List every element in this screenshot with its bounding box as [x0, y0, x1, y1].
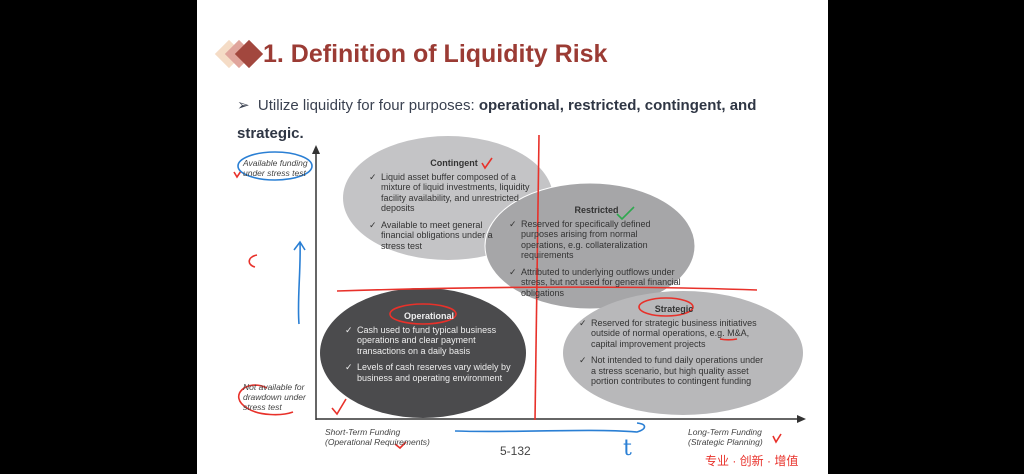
y-axis-top-label: Available funding under stress test: [243, 158, 308, 178]
operational-ellipse: [320, 288, 526, 418]
page-number: 5-132: [500, 444, 531, 458]
list-item: ✓ Not intended to fund daily operations u…: [579, 355, 764, 386]
bullet-arrow-icon: ➢: [237, 97, 258, 114]
slide: 1. Definition of Liquidity Risk ➢ Utiliz…: [197, 0, 828, 474]
strategic-ellipse: [563, 291, 803, 415]
time-annotation: t: [623, 436, 632, 461]
footer-slogan: 专业 · 创新 · 增值: [705, 454, 799, 468]
green-check: [616, 206, 635, 221]
quadrant-strategic: Strategic ✓ Reserved for strategic busine…: [579, 304, 769, 393]
quadrant-operational: Operational ✓ Cash used to fund typical b…: [345, 311, 513, 389]
red-annotations: [233, 134, 782, 450]
diagram-graphics: [214, 39, 806, 450]
y-axis-bottom-label: Not available for drawdown under stress …: [243, 382, 306, 412]
x-axis-right-label: Long-Term Funding (Strategic Planning): [688, 427, 763, 447]
list-item: ✓ Available to meet general financial obl…: [369, 219, 493, 251]
title-diamond-icon: [214, 39, 264, 69]
list-item: ✓ Liquid asset buffer composed of a mixtu…: [369, 171, 530, 214]
bullet-text: ➢ Utilize liquidity for four purposes: o…: [237, 97, 757, 142]
list-item: ✓ Levels of cash reserves vary widely by …: [345, 362, 511, 383]
blue-annotations: [237, 151, 646, 433]
quadrant-restricted: Restricted ✓ Reserved for specifically de…: [509, 205, 684, 304]
list-item: ✓ Reserved for specifically defined purpo…: [509, 218, 651, 261]
list-item: ✓ Reserved for strategic business initiat…: [579, 317, 757, 349]
x-axis-left-label: Short-Term Funding (Operational Requireme…: [325, 427, 430, 447]
quadrant-contingent: Contingent ✓ Liquid asset buffer composed…: [369, 158, 539, 257]
page-title: 1. Definition of Liquidity Risk: [263, 40, 608, 68]
list-item: ✓ Cash used to fund typical business oper…: [345, 324, 497, 356]
list-item: ✓ Attributed to underlying outflows under…: [509, 266, 681, 298]
